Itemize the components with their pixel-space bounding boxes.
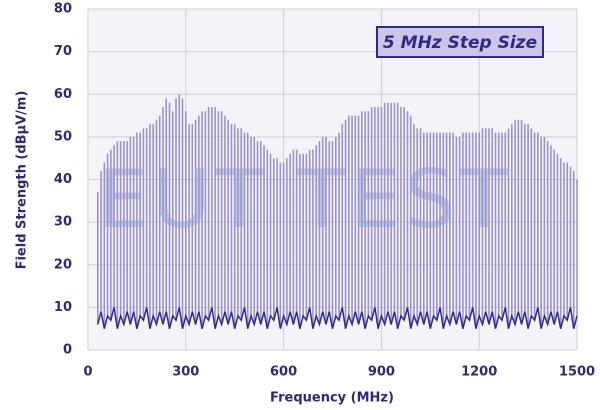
y-tick-label: 30 — [54, 215, 72, 230]
x-tick-label: 300 — [172, 365, 199, 380]
x-axis-label: Frequency (MHz) — [270, 391, 394, 406]
y-tick-label: 80 — [54, 2, 72, 17]
y-tick-label: 20 — [54, 257, 72, 272]
annotation: 5 MHz Step Size — [383, 33, 537, 53]
y-tick-label: 10 — [54, 300, 72, 315]
y-tick-label: 70 — [54, 44, 72, 59]
y-tick-label: 0 — [63, 343, 72, 358]
x-tick-label: 1200 — [461, 365, 497, 380]
annotation-box — [376, 26, 544, 58]
y-tick-label: 60 — [54, 87, 72, 102]
y-axis-label: Field Strength (dBµV/m) — [15, 91, 30, 270]
x-tick-label: 0 — [83, 365, 92, 380]
x-tick-label: 900 — [368, 365, 395, 380]
x-tick-label: 600 — [270, 365, 297, 380]
x-tick-label: 1500 — [559, 365, 595, 380]
y-tick-label: 40 — [54, 172, 72, 187]
noise-floor — [97, 307, 578, 329]
y-tick-label: 50 — [54, 129, 72, 144]
